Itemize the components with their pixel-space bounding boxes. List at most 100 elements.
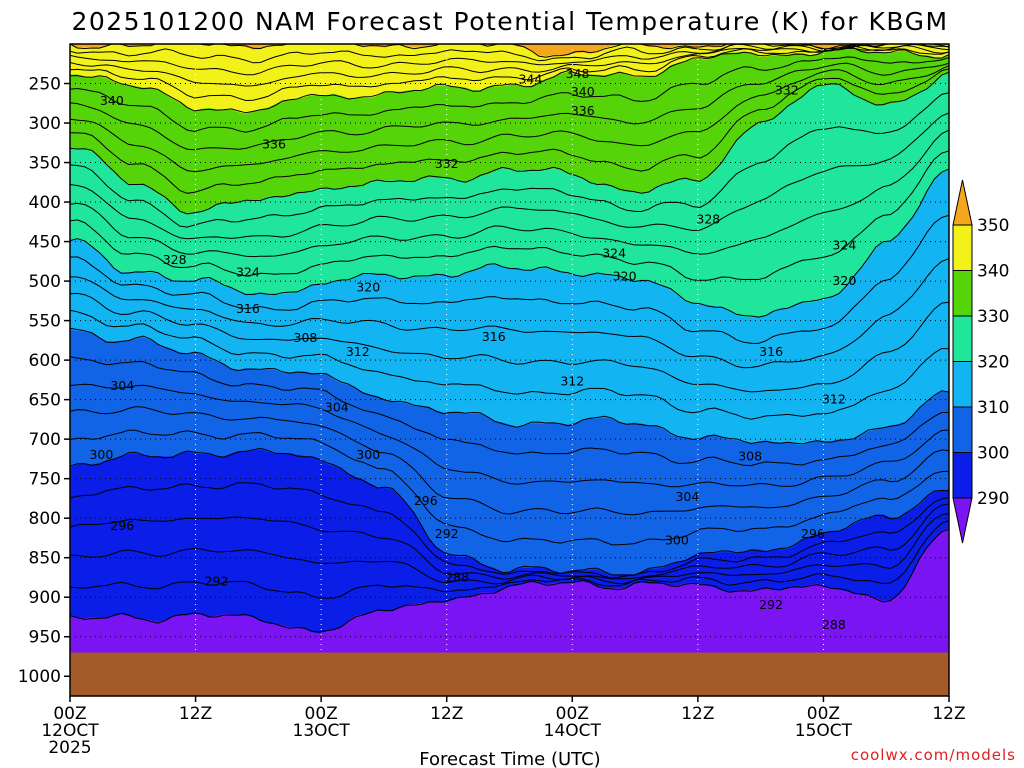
isentrope-line [70, 503, 949, 580]
y-tick-label: 850 [29, 549, 61, 569]
legend-swatch [952, 315, 973, 362]
isentrope-line [70, 309, 949, 420]
isentrope-line [70, 482, 949, 579]
legend-swatch-top [952, 179, 973, 226]
isentrope-line [70, 383, 949, 488]
isentrope-line [70, 356, 949, 467]
contour-label: 336 [571, 103, 595, 118]
contour-label: 312 [822, 392, 846, 407]
contour-label: 292 [205, 573, 229, 588]
contour-label: 332 [775, 83, 799, 98]
legend-label: 310 [977, 398, 1009, 418]
isentrope-line [70, 44, 949, 87]
isentrope-lines [70, 44, 949, 633]
contour-label: 292 [759, 597, 783, 612]
x-tick-label: 12Z [681, 704, 714, 724]
x-tick-label: 2025 [48, 738, 91, 758]
x-tick-label: 14OCT [544, 721, 602, 741]
y-tick-label: 250 [29, 75, 61, 95]
legend-swatch [952, 361, 973, 408]
isentrope-line [70, 327, 949, 445]
x-tick-label: 00Z [305, 704, 338, 724]
isentrope-line [70, 47, 949, 102]
legend-swatch-bottom [952, 497, 973, 544]
isentrope-line [70, 520, 949, 599]
legend-swatch [952, 452, 973, 499]
isentrope-line [70, 258, 949, 369]
y-tick-label: 500 [29, 272, 61, 292]
isentrope-line [70, 62, 949, 151]
contour-label: 308 [738, 449, 762, 464]
legend-label: 290 [977, 489, 1009, 509]
y-tick-label: 450 [29, 233, 61, 253]
isentrope-line [70, 129, 949, 258]
x-tick-label: 00Z [53, 704, 86, 724]
isentrope-line [70, 429, 949, 546]
plot-frame [69, 43, 950, 697]
contour-label: 332 [435, 156, 459, 171]
isentrope-line [70, 150, 949, 281]
contour-label: 324 [236, 264, 260, 279]
y-tick-label: 350 [29, 154, 61, 174]
isentrope-line [70, 44, 949, 64]
contour-label: 296 [801, 526, 825, 541]
legend-label: 330 [977, 307, 1009, 327]
y-tick-label: 1000 [18, 667, 61, 687]
contour-label: 312 [560, 373, 584, 388]
y-tick-label: 750 [29, 470, 61, 490]
contour-label: 348 [566, 66, 590, 81]
isentrope-line [70, 214, 949, 344]
isentrope-line [70, 513, 949, 585]
isentrope-line [70, 44, 949, 76]
contour-label: 300 [89, 447, 113, 462]
y-axis-ticks: 250 300 350 400 450 500 550 600 650 700 750 800 850 9… [18, 75, 70, 687]
contour-label: 316 [759, 344, 783, 359]
isentrope-line [70, 68, 949, 194]
contour-label: 340 [100, 93, 124, 108]
isentrope-line [70, 112, 949, 240]
x-tick-label: 12Z [179, 704, 212, 724]
contour-label: 328 [163, 252, 187, 267]
x-axis-label: Forecast Time (UTC) [419, 749, 600, 768]
terrain-ground [70, 652, 949, 696]
x-tick-label: 00Z [556, 704, 589, 724]
legend-swatch [952, 270, 973, 317]
contour-label: 308 [294, 330, 318, 345]
contour-label: 296 [414, 493, 438, 508]
contour-label: 300 [356, 447, 380, 462]
legend-label: 300 [977, 444, 1009, 464]
x-tick-label: 00Z [807, 704, 840, 724]
legend-swatch [952, 406, 973, 453]
contour-label: 344 [518, 72, 542, 87]
contour-label: 320 [356, 279, 380, 294]
contour-label: 304 [110, 378, 134, 393]
isentrope-line [70, 71, 949, 215]
legend-swatch [952, 224, 973, 271]
contour-label: 292 [435, 526, 459, 541]
y-tick-label: 400 [29, 193, 61, 213]
isentrope-line [70, 528, 949, 633]
contour-label: 288 [822, 617, 846, 632]
contour-label: 296 [110, 518, 134, 533]
gridlines [70, 44, 949, 696]
y-tick-label: 900 [29, 588, 61, 608]
y-tick-label: 800 [29, 509, 61, 529]
y-tick-label: 700 [29, 430, 61, 450]
contour-label: 304 [325, 400, 349, 415]
isentrope-line [70, 56, 949, 133]
contour-label: 316 [482, 329, 506, 344]
isentrope-line [70, 447, 949, 576]
legend-label: 320 [977, 353, 1009, 373]
contour-label: 340 [571, 84, 595, 99]
contour-label: 312 [346, 344, 370, 359]
y-tick-label: 550 [29, 312, 61, 332]
chart-title: 2025101200 NAM Forecast Potential Temper… [71, 7, 948, 36]
contour-label: 316 [236, 301, 260, 316]
y-tick-label: 600 [29, 351, 61, 371]
x-tick-label: 12Z [430, 704, 463, 724]
isentrope-line [70, 92, 949, 228]
color-bands [70, 44, 949, 696]
contour-label: 324 [602, 245, 626, 260]
y-tick-label: 950 [29, 628, 61, 648]
